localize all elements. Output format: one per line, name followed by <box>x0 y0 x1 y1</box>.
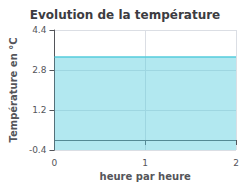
svg-text:2.8: 2.8 <box>32 65 47 75</box>
svg-text:heure par heure: heure par heure <box>100 171 191 182</box>
svg-text:1.2: 1.2 <box>32 105 46 115</box>
svg-text:Température en °C: Température en °C <box>8 37 19 142</box>
svg-text:Evolution de la température: Evolution de la température <box>30 8 221 22</box>
svg-text:-0.4: -0.4 <box>29 145 47 155</box>
svg-text:2: 2 <box>233 158 239 168</box>
svg-text:0: 0 <box>52 158 58 168</box>
svg-text:4.4: 4.4 <box>32 25 47 35</box>
svg-text:1: 1 <box>142 158 148 168</box>
